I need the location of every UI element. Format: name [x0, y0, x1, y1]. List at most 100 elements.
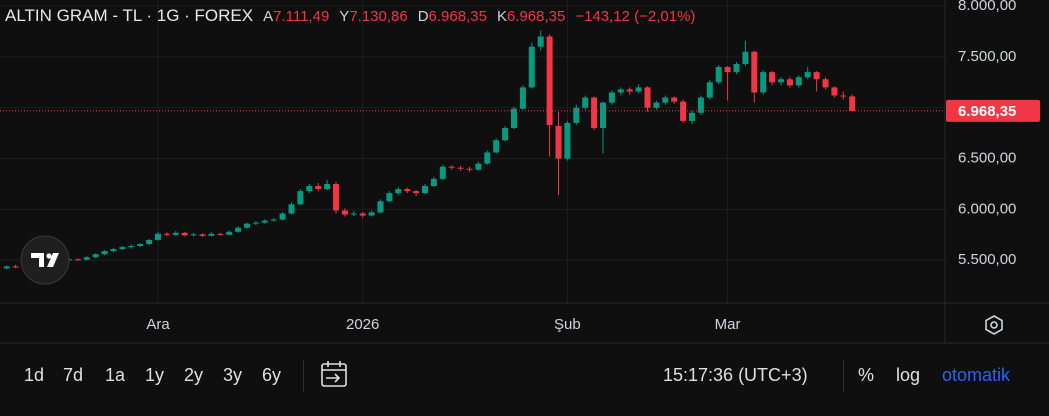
- candle-body: [760, 72, 767, 93]
- candle-body: [439, 166, 446, 179]
- ohlc-open: A 7.111,49: [263, 8, 329, 25]
- y-tick-label: 5.500,00: [958, 251, 1016, 268]
- tradingview-logo[interactable]: [20, 235, 70, 285]
- candle-body: [12, 266, 19, 268]
- candle-body: [359, 213, 366, 216]
- candle-body: [795, 77, 802, 86]
- candle-body: [128, 246, 135, 248]
- range-button[interactable]: 7d: [63, 365, 84, 385]
- candle-body: [3, 266, 10, 269]
- candle-body: [155, 233, 161, 240]
- range-button[interactable]: 1a: [105, 365, 126, 385]
- candle-body: [288, 204, 295, 214]
- last-price-label: 6.968,35: [958, 103, 1016, 120]
- y-tick-label: 8.000,00: [958, 0, 1016, 14]
- candle-body: [448, 166, 455, 168]
- range-button[interactable]: 6y: [262, 365, 282, 385]
- candle-body: [635, 87, 642, 92]
- candle-body: [261, 220, 268, 223]
- candle-body: [217, 233, 224, 235]
- key: D: [417, 8, 429, 25]
- candle-body: [306, 186, 313, 192]
- candle-body: [341, 210, 348, 215]
- candle-body: [235, 227, 242, 232]
- change: −143,12 (−2,01%): [575, 8, 696, 25]
- candle-body: [163, 233, 170, 235]
- candle-body: [671, 97, 678, 102]
- date-range-icon[interactable]: [320, 359, 350, 389]
- ohlc-low: D 6.968,35: [418, 8, 487, 25]
- candle-body: [733, 63, 740, 73]
- candle-body: [404, 189, 411, 192]
- candle-body: [297, 191, 304, 205]
- ohlc-high: Y 7.130,86: [339, 8, 407, 25]
- candle-body: [564, 122, 571, 159]
- candle-body: [662, 97, 669, 103]
- candle-body: [430, 178, 437, 187]
- symbol-title: ALTIN GRAM - TL · 1G · FOREX: [5, 6, 254, 25]
- candle-body: [689, 112, 695, 121]
- y-tick-label: 6.000,00: [958, 200, 1016, 217]
- candle-body: [119, 247, 126, 250]
- candle-body: [270, 219, 277, 221]
- candle-body: [724, 67, 731, 73]
- value: 6.968,35: [506, 8, 566, 25]
- candle-body: [315, 186, 322, 190]
- range-button[interactable]: 1y: [145, 365, 165, 385]
- key: K: [496, 8, 507, 25]
- candle-body: [813, 72, 820, 80]
- candle-body: [706, 82, 713, 98]
- legend: ALTIN GRAM - TL · 1G · FOREX A 7.111,49 Y…: [5, 6, 695, 26]
- auto-toggle[interactable]: otomatik: [942, 365, 1011, 385]
- candle-body: [653, 102, 660, 108]
- candle-body: [475, 163, 482, 170]
- candle-body: [244, 223, 250, 228]
- candle-body: [582, 97, 589, 108]
- candle-body: [573, 107, 580, 123]
- percent-toggle[interactable]: %: [858, 365, 875, 385]
- candle-body: [804, 72, 811, 78]
- clock[interactable]: 15:17:36 (UTC+3): [663, 365, 808, 385]
- value: 7.111,49: [273, 8, 330, 25]
- candle-body: [83, 257, 90, 260]
- candle-body: [199, 234, 206, 236]
- candle-body: [172, 232, 179, 235]
- candle-body: [769, 72, 776, 83]
- candle-body: [511, 108, 517, 129]
- candle-body: [786, 79, 793, 86]
- settings-icon[interactable]: [985, 315, 1003, 335]
- candle-body: [350, 213, 357, 215]
- candle-body: [74, 259, 81, 261]
- candle-body: [413, 191, 420, 194]
- range-button[interactable]: 1d: [24, 365, 45, 385]
- candle-body: [715, 67, 722, 83]
- candle-body: [377, 201, 384, 213]
- candle-body: [537, 36, 544, 47]
- log-toggle[interactable]: log: [896, 365, 921, 385]
- separator: [843, 360, 844, 392]
- candle-body: [528, 46, 535, 88]
- range-button[interactable]: 2y: [184, 365, 204, 385]
- candle-body: [368, 212, 375, 216]
- candle-body: [324, 183, 331, 190]
- candle-body: [226, 231, 233, 235]
- x-tick-label: Şub: [554, 316, 581, 333]
- candle-body: [190, 234, 197, 236]
- candle-body: [617, 89, 624, 93]
- range-button[interactable]: 3y: [223, 365, 243, 385]
- candle-body: [849, 96, 856, 111]
- candle-body: [680, 101, 687, 121]
- x-tick-label: Ara: [146, 316, 170, 333]
- candle-body: [608, 92, 615, 103]
- candle-body: [751, 51, 758, 93]
- candle-body: [333, 183, 339, 211]
- candle-body: [92, 254, 99, 258]
- candle-body: [386, 193, 393, 202]
- candle-body: [101, 251, 108, 255]
- candle-body: [644, 87, 651, 108]
- candle-body: [831, 87, 838, 96]
- candle-body: [395, 189, 402, 194]
